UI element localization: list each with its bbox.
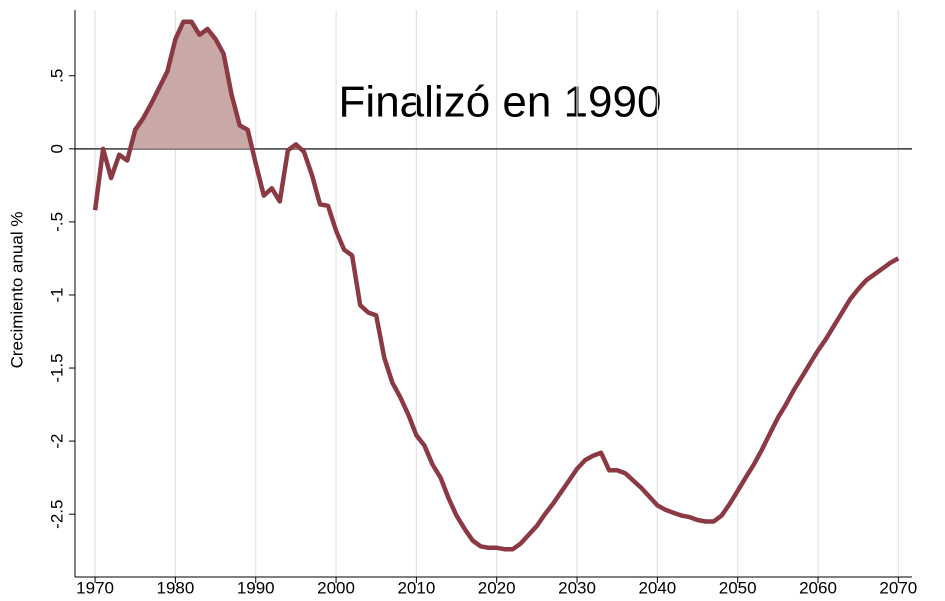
y-tick-label: -2 xyxy=(47,434,66,449)
x-tick-label: 2050 xyxy=(719,578,757,597)
x-tick-label: 1990 xyxy=(237,578,275,597)
y-tick-label: 0 xyxy=(47,144,66,153)
x-tick-label: 1980 xyxy=(156,578,194,597)
y-tick-label: .5 xyxy=(47,69,66,83)
x-tick-label: 2010 xyxy=(397,578,435,597)
x-tick-label: 2070 xyxy=(879,578,917,597)
y-tick-label: -2.5 xyxy=(47,500,66,529)
x-tick-label: 1970 xyxy=(76,578,114,597)
line xyxy=(92,19,900,552)
y-tick-label: -.5 xyxy=(47,212,66,232)
x-tick-label: 2000 xyxy=(317,578,355,597)
y-axis-label: Crecimiento anual % xyxy=(7,212,26,369)
positive-area xyxy=(95,21,899,149)
x-tick-label: 2030 xyxy=(558,578,596,597)
y-tick-label: -1 xyxy=(47,287,66,302)
x-tick-label: 2060 xyxy=(799,578,837,597)
x-tick-label: 2040 xyxy=(638,578,676,597)
x-tick-label: 2020 xyxy=(478,578,516,597)
annotation: Finalizó en 1990 xyxy=(339,78,662,127)
y-tick-label: -1.5 xyxy=(47,353,66,382)
